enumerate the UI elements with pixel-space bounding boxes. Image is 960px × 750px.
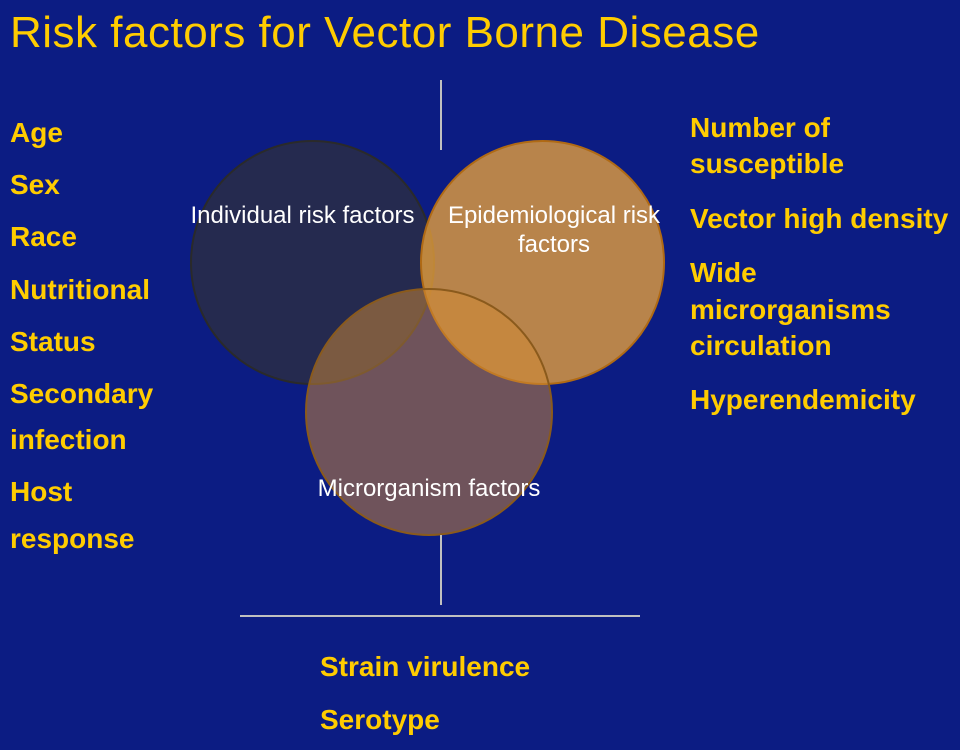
list-item: Vector high density xyxy=(690,201,950,237)
list-item: Sex xyxy=(10,162,180,208)
divider-bottom-h xyxy=(240,615,640,617)
list-item: Secondary infection xyxy=(10,371,180,463)
venn-label: Microrganism factors xyxy=(307,475,551,504)
list-item: Host response xyxy=(10,469,180,561)
divider-bottom-v xyxy=(440,535,442,605)
list-item: Age xyxy=(10,110,180,156)
list-item: Wide microrganisms circulation xyxy=(690,255,950,364)
list-item: Hyperendemicity xyxy=(690,382,950,418)
left-factor-list: Age Sex Race Nutritional Status Secondar… xyxy=(10,110,180,568)
list-item: Strain virulence xyxy=(320,640,620,693)
bottom-factor-list: Strain virulence Serotype xyxy=(320,640,620,746)
list-item: Serotype xyxy=(320,693,620,746)
list-item: Status xyxy=(10,319,180,365)
venn-circle-microrganism: Microrganism factors xyxy=(305,288,553,536)
right-factor-list: Number of susceptible Vector high densit… xyxy=(690,110,950,437)
page-title: Risk factors for Vector Borne Disease xyxy=(10,8,760,58)
venn-label: Individual risk factors xyxy=(182,202,423,231)
list-item: Nutritional xyxy=(10,267,180,313)
list-item: Number of susceptible xyxy=(690,110,950,183)
list-item: Race xyxy=(10,214,180,260)
venn-diagram: Individual risk factors Epidemiological … xyxy=(190,130,690,550)
venn-label: Epidemiological risk factors xyxy=(444,202,664,260)
